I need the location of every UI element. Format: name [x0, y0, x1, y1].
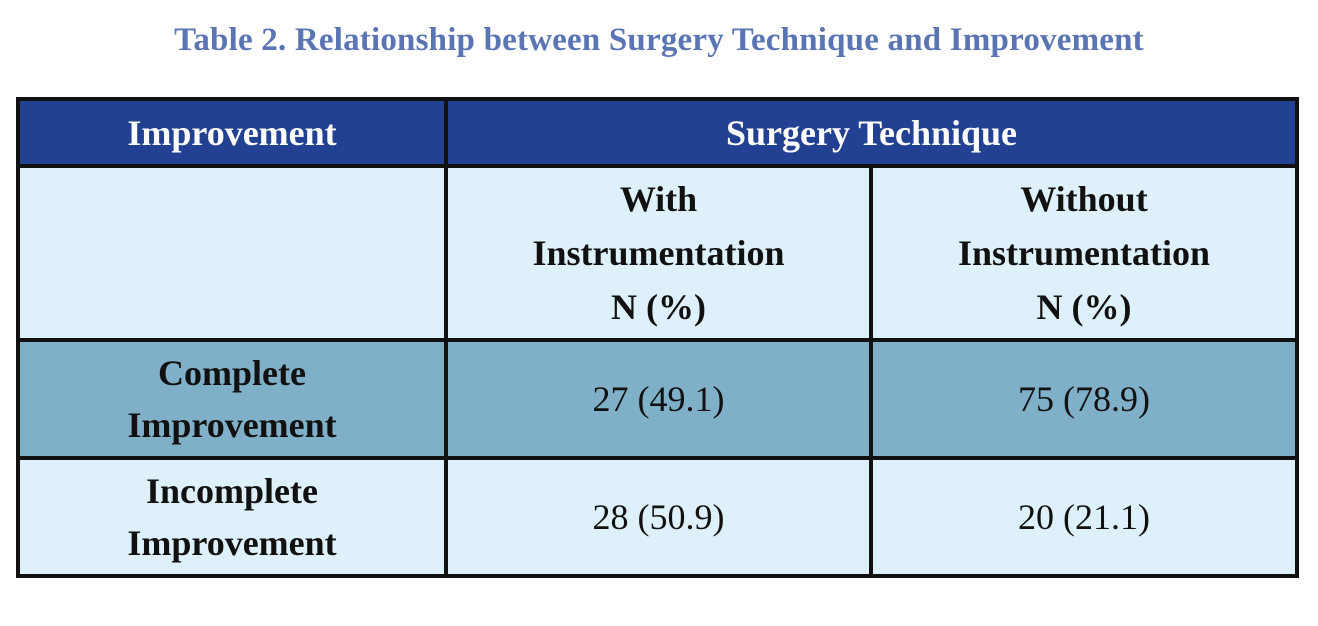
cell-incomplete-without: 20 (21.1) [869, 456, 1299, 578]
subheader-without-line2: Instrumentation [957, 233, 1211, 273]
subheader-without-line1: Without [1020, 179, 1148, 219]
row-label-complete: Complete Improvement [16, 338, 448, 460]
cell-complete-without: 75 (78.9) [869, 338, 1299, 460]
row-label-incomplete: Incomplete Improvement [16, 456, 448, 578]
results-table: Improvement Surgery Technique With Instr… [16, 97, 1299, 578]
table-row-complete: Complete Improvement 27 (49.1) 75 (78.9) [16, 338, 1299, 460]
header-surgery-technique: Surgery Technique [444, 97, 1299, 168]
subheader-with-line2: Instrumentation [532, 233, 785, 273]
cell-incomplete-with: 28 (50.9) [444, 456, 873, 578]
row-label-complete-line1: Complete [158, 353, 306, 393]
table-caption: Table 2. Relationship between Surgery Te… [174, 22, 1144, 58]
subheader-with-line3: N (%) [611, 287, 706, 327]
row-label-complete-line2: Improvement [127, 405, 337, 445]
table-header-row: Improvement Surgery Technique [16, 97, 1299, 168]
row-label-incomplete-line1: Incomplete [146, 471, 318, 511]
subheader-without-instrumentation: Without Instrumentation N (%) [869, 164, 1299, 342]
row-label-incomplete-line2: Improvement [127, 523, 337, 563]
header-improvement: Improvement [16, 97, 448, 168]
cell-complete-with: 27 (49.1) [444, 338, 873, 460]
table-row-incomplete: Incomplete Improvement 28 (50.9) 20 (21.… [16, 456, 1299, 578]
subheader-with-line1: With [619, 179, 698, 219]
subheader-without-line3: N (%) [1036, 287, 1132, 327]
subheader-with-instrumentation: With Instrumentation N (%) [444, 164, 873, 342]
table-subheader-row: With Instrumentation N (%) Without Instr… [16, 164, 1299, 342]
subheader-empty-cell [16, 164, 448, 342]
